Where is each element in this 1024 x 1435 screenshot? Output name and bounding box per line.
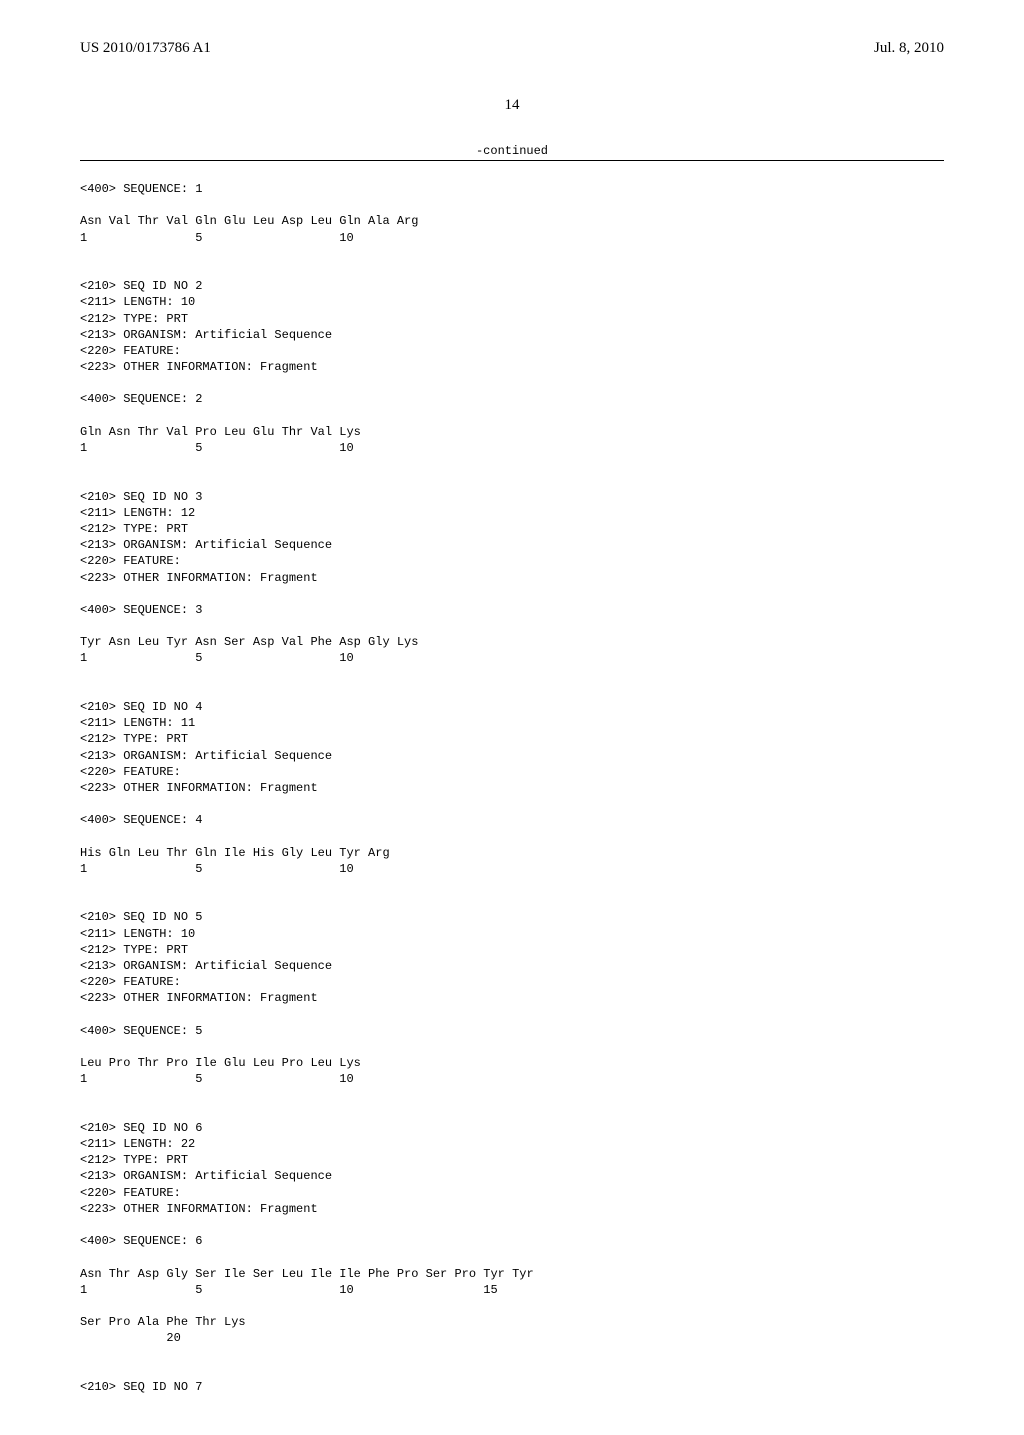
sequence-listing: <400> SEQUENCE: 1 Asn Val Thr Val Gln Gl… [80, 181, 944, 1395]
page-number: 14 [80, 97, 944, 114]
divider-line [80, 160, 944, 161]
publication-date: Jul. 8, 2010 [874, 40, 944, 57]
continued-label: -continued [80, 144, 944, 158]
publication-number: US 2010/0173786 A1 [80, 40, 211, 57]
page-container: US 2010/0173786 A1 Jul. 8, 2010 14 -cont… [0, 0, 1024, 1435]
page-header: US 2010/0173786 A1 Jul. 8, 2010 [80, 40, 944, 57]
